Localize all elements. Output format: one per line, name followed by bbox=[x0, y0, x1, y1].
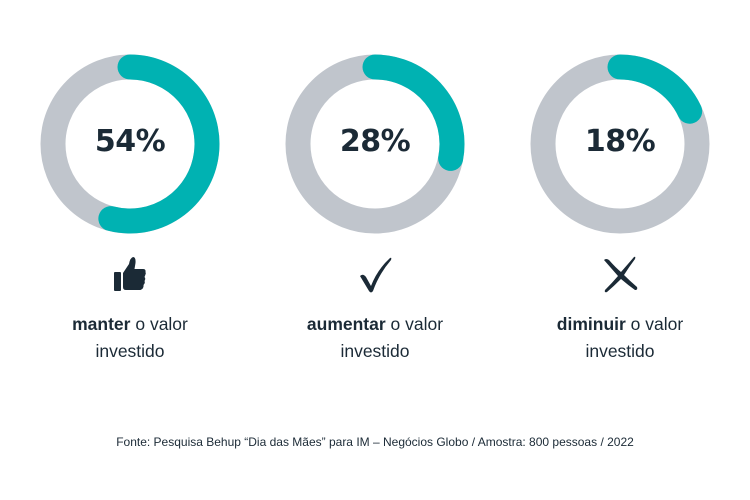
category-label: aumentar o valor investido bbox=[250, 311, 500, 365]
category-label: manter o valor investido bbox=[5, 311, 255, 365]
category-rest: o valor bbox=[130, 314, 188, 334]
category-label: diminuir o valor investido bbox=[495, 311, 745, 365]
percent-label: 18% bbox=[584, 124, 656, 159]
category-line2: investido bbox=[95, 341, 165, 361]
checkmark-icon bbox=[360, 257, 392, 293]
category-keyword: manter bbox=[72, 314, 131, 334]
donut-chart-manter bbox=[40, 54, 220, 234]
chart-card-manter: 54% manter o valor investido bbox=[5, 0, 255, 400]
donut-arc bbox=[98, 54, 220, 234]
x-mark-icon bbox=[604, 256, 638, 293]
category-keyword: diminuir bbox=[556, 314, 626, 334]
donut-arc bbox=[362, 54, 465, 171]
category-line2: investido bbox=[585, 341, 655, 361]
percent-label: 54% bbox=[94, 124, 166, 159]
category-rest: o valor bbox=[385, 314, 444, 334]
category-keyword: aumentar bbox=[306, 314, 386, 334]
donut-chart-diminuir bbox=[530, 54, 710, 234]
donut-chart-aumentar bbox=[285, 54, 465, 234]
thumbs-up-icon bbox=[114, 257, 146, 291]
donut-arc bbox=[607, 54, 703, 124]
chart-card-diminuir: 18% diminuir o valor investido bbox=[495, 0, 745, 400]
source-note: Fonte: Pesquisa Behup “Dia das Mães” par… bbox=[116, 435, 634, 449]
category-rest: o valor bbox=[625, 314, 684, 334]
chart-card-aumentar: 28% aumentar o valor investido bbox=[250, 0, 500, 400]
category-line2: investido bbox=[340, 341, 410, 361]
percent-label: 28% bbox=[339, 124, 411, 159]
